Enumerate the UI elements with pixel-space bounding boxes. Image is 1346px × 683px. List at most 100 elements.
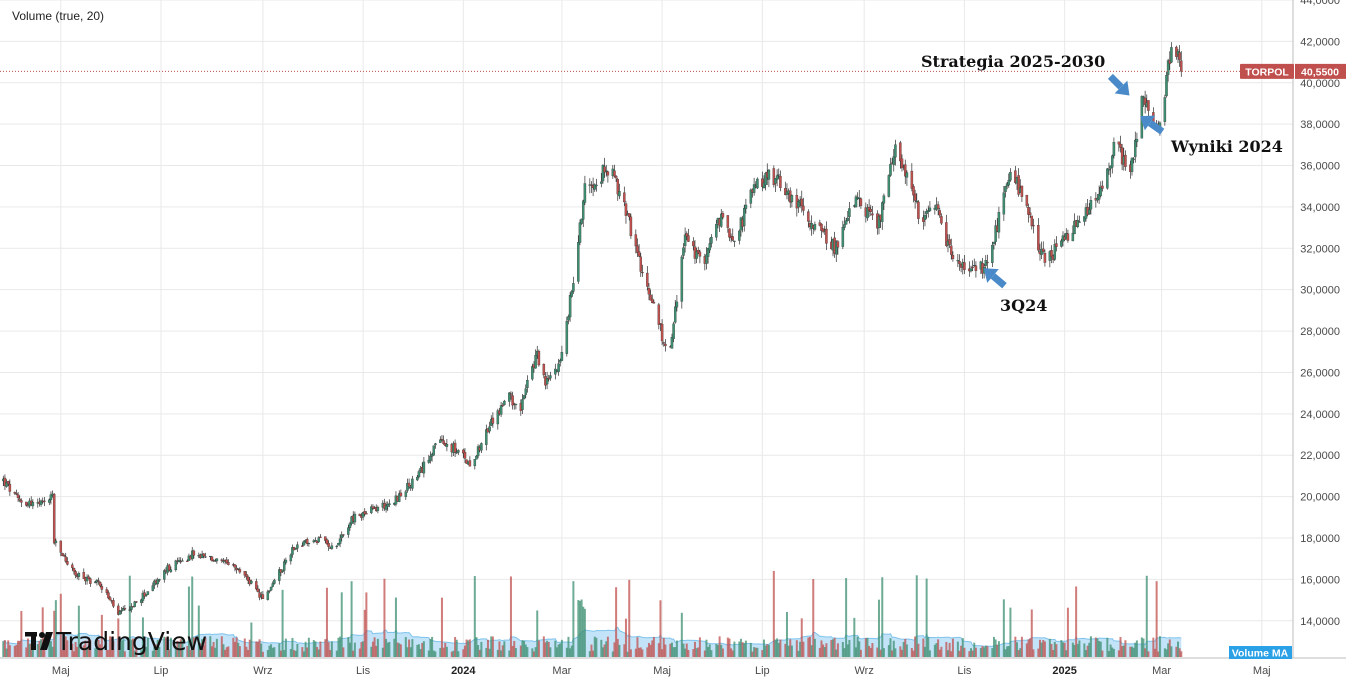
volume-bar	[856, 636, 859, 657]
volume-bar	[427, 650, 430, 657]
volume-bar	[669, 643, 672, 657]
candle-body	[52, 494, 56, 544]
volume-bar	[28, 643, 31, 657]
candle-body	[1009, 172, 1012, 181]
volume-bar	[991, 648, 994, 657]
volume-bar	[478, 649, 481, 657]
candle-body	[255, 581, 258, 590]
volume-bar	[1157, 651, 1160, 657]
candle-body	[558, 360, 562, 363]
candle-body	[583, 183, 587, 203]
volume-bars	[2, 570, 1183, 657]
volume-bar	[64, 636, 67, 657]
volume-bar	[662, 637, 665, 657]
volume-bar	[15, 644, 18, 657]
candle-body	[1135, 138, 1139, 143]
candle-body	[327, 543, 330, 547]
volume-bar	[615, 587, 618, 657]
candle-body	[991, 244, 994, 263]
volume-bar	[534, 647, 537, 657]
candle-body	[1017, 175, 1020, 195]
volume-bar	[876, 647, 879, 657]
candle-body	[522, 395, 526, 400]
volume-bar	[450, 651, 453, 657]
candle-body	[627, 213, 631, 218]
volume-bar	[496, 649, 499, 657]
volume-bar	[181, 637, 184, 657]
volume-bar	[192, 637, 195, 657]
volume-bar	[1130, 646, 1133, 657]
volume-bar	[974, 647, 977, 657]
volume-bar	[51, 646, 54, 657]
candle-body	[601, 165, 605, 182]
volume-bar	[1109, 644, 1112, 657]
candle-body	[889, 164, 892, 176]
volume-bar	[925, 578, 928, 657]
volume-bar	[1155, 581, 1158, 657]
volume-bar	[858, 641, 861, 657]
candle-body	[250, 580, 253, 584]
volume-bar	[214, 647, 217, 657]
volume-bar	[818, 647, 821, 657]
candle-body	[509, 393, 513, 395]
candle-body	[646, 272, 649, 287]
candle-body	[97, 580, 100, 582]
candle-body	[560, 352, 564, 361]
volume-bar	[774, 639, 777, 657]
volume-bar	[1147, 651, 1150, 657]
volume-bar	[546, 640, 549, 657]
candle-body	[869, 208, 873, 212]
candle-body	[1134, 139, 1137, 158]
volume-bar	[1167, 643, 1170, 657]
volume-bar	[638, 647, 641, 657]
candle-body	[440, 439, 444, 441]
candle-body	[140, 599, 143, 603]
candle-body	[296, 544, 299, 549]
candle-body	[107, 592, 110, 599]
volume-bar	[381, 647, 384, 657]
candle-body	[580, 218, 583, 224]
volume-bar	[128, 575, 131, 657]
candle-body	[774, 178, 777, 184]
volume-bar	[398, 643, 401, 657]
candle-body	[570, 291, 573, 297]
volume-bar	[1106, 637, 1109, 657]
volume-bar	[698, 637, 701, 657]
volume-bar	[733, 641, 736, 657]
volume-bar	[554, 640, 557, 657]
volume-bar	[1019, 648, 1022, 657]
volume-bar	[674, 647, 677, 657]
volume-bar	[1089, 636, 1092, 657]
volume-bar	[624, 618, 627, 657]
y-tick-label: 22,0000	[1300, 450, 1340, 462]
volume-bar	[983, 647, 986, 657]
volume-bar	[123, 651, 126, 657]
candle-body	[927, 210, 930, 212]
candle-body	[358, 513, 362, 517]
volume-bar	[143, 648, 146, 657]
volume-bar	[927, 637, 930, 657]
candle-body	[1132, 158, 1135, 160]
candle-body	[802, 205, 805, 211]
candle-body	[721, 213, 725, 218]
volume-bar	[335, 650, 338, 657]
symbol-badge: TORPOL	[1240, 63, 1294, 79]
volume-bar	[1071, 642, 1074, 657]
candle-body	[892, 156, 896, 165]
volume-bar	[5, 648, 8, 657]
volume-bar	[749, 643, 752, 657]
candle-body	[557, 363, 560, 372]
candle-body	[508, 392, 511, 402]
candle-body	[836, 241, 840, 248]
volume-bar	[163, 636, 166, 657]
volume-bar	[641, 649, 644, 657]
candle-body	[992, 241, 996, 244]
y-tick-label: 36,0000	[1300, 161, 1340, 173]
volume-bar	[1061, 642, 1064, 657]
candle-body	[1002, 192, 1006, 215]
candle-body	[618, 191, 621, 197]
candle-body	[835, 241, 838, 255]
volume-ma-badge-label: Volume MA	[1232, 648, 1289, 660]
